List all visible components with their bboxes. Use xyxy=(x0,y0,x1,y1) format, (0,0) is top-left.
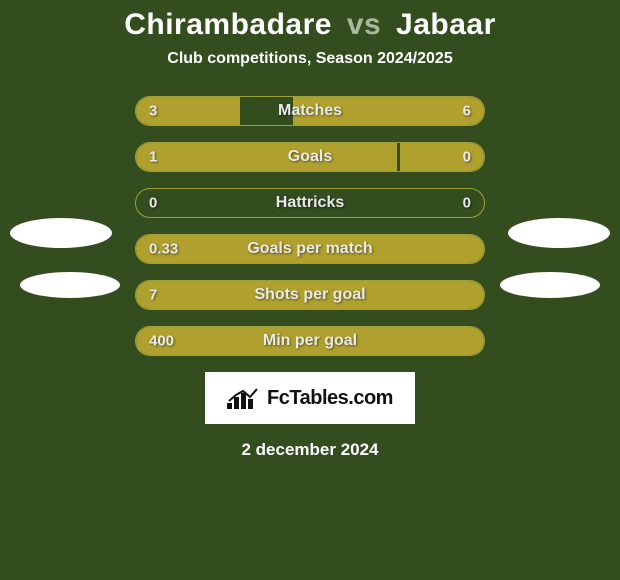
stat-label: Hattricks xyxy=(276,194,344,212)
stat-value-left: 7 xyxy=(149,287,157,304)
player1-avatar-placeholder xyxy=(10,218,112,248)
stat-value-right: 6 xyxy=(463,103,471,120)
vs-text: vs xyxy=(347,8,381,41)
stat-label: Matches xyxy=(278,102,342,120)
stat-value-right: 0 xyxy=(463,149,471,166)
page-title: Chirambadare vs Jabaar xyxy=(0,8,620,42)
main-container: Chirambadare vs Jabaar Club competitions… xyxy=(0,0,620,460)
stat-label: Goals xyxy=(288,148,332,166)
stat-value-left: 400 xyxy=(149,333,174,350)
stat-label: Min per goal xyxy=(263,332,357,350)
stat-row: Matches 3 6 xyxy=(135,96,485,126)
stat-label: Goals per match xyxy=(247,240,372,258)
stat-value-left: 3 xyxy=(149,103,157,120)
date-text: 2 december 2024 xyxy=(0,440,620,460)
logo-box: FcTables.com xyxy=(205,372,415,424)
fctables-logo-icon xyxy=(227,387,261,409)
stat-value-left: 0.33 xyxy=(149,241,178,258)
player2-flag-placeholder xyxy=(500,272,600,298)
stat-row: Hattricks 0 0 xyxy=(135,188,485,218)
stat-value-right: 0 xyxy=(463,195,471,212)
stat-value-left: 1 xyxy=(149,149,157,166)
player1-name: Chirambadare xyxy=(124,8,332,41)
bar-right xyxy=(400,143,484,171)
stat-value-left: 0 xyxy=(149,195,157,212)
bar-left xyxy=(136,143,397,171)
stat-row: Goals 1 0 xyxy=(135,142,485,172)
logo-text: FcTables.com xyxy=(267,387,393,410)
chart-area: Matches 3 6 Goals 1 0 Hattricks 0 0 Goals per mat… xyxy=(0,96,620,460)
player2-avatar-placeholder xyxy=(508,218,610,248)
stat-label: Shots per goal xyxy=(254,286,365,304)
player2-name: Jabaar xyxy=(396,8,496,41)
subtitle: Club competitions, Season 2024/2025 xyxy=(0,50,620,68)
stat-row: Min per goal 400 xyxy=(135,326,485,356)
stat-row: Goals per match 0.33 xyxy=(135,234,485,264)
player1-flag-placeholder xyxy=(20,272,120,298)
stat-row: Shots per goal 7 xyxy=(135,280,485,310)
